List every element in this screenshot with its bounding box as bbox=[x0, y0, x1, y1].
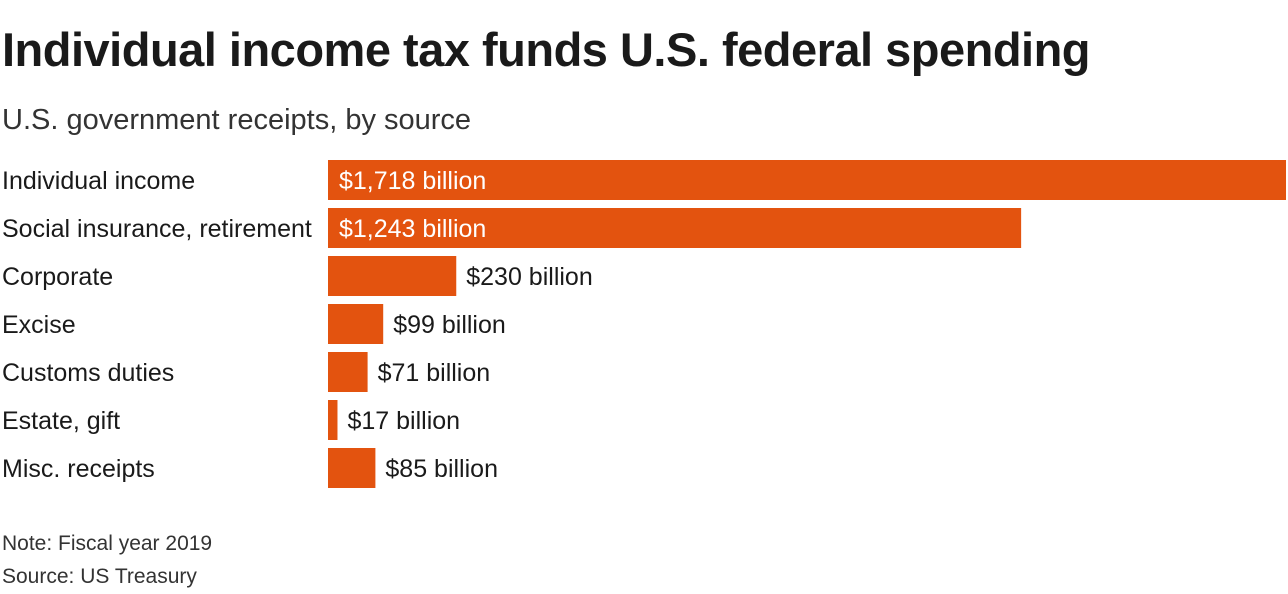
bar bbox=[328, 352, 368, 392]
value-label: $71 billion bbox=[378, 359, 491, 387]
bar-row: Misc. receipts $85 billion bbox=[2, 448, 498, 488]
bar bbox=[328, 448, 376, 488]
chart-subtitle: U.S. government receipts, by source bbox=[2, 104, 472, 136]
value-label: $230 billion bbox=[466, 263, 593, 291]
category-label: Estate, gift bbox=[2, 407, 120, 435]
chart-title: Individual income tax funds U.S. federal… bbox=[2, 23, 1091, 76]
bar bbox=[328, 160, 1286, 200]
bar-row: Corporate $230 billion bbox=[2, 256, 593, 296]
chart-note: Note: Fiscal year 2019 bbox=[2, 532, 213, 555]
bar-row: Customs duties $71 billion bbox=[2, 352, 490, 392]
category-label: Individual income bbox=[2, 167, 195, 195]
category-label: Corporate bbox=[2, 263, 113, 291]
chart-source: Source: US Treasury bbox=[2, 565, 197, 588]
bar-row: Social insurance, retirement $1,243 billi… bbox=[2, 208, 1022, 248]
value-label: $1,718 billion bbox=[339, 167, 486, 195]
bar bbox=[328, 256, 457, 296]
bar-row: Estate, gift $17 billion bbox=[2, 400, 460, 440]
value-label: $1,243 billion bbox=[339, 215, 486, 243]
category-label: Excise bbox=[2, 311, 76, 339]
category-label: Misc. receipts bbox=[2, 455, 155, 483]
bar bbox=[328, 208, 1022, 248]
value-label: $85 billion bbox=[385, 455, 498, 483]
bar bbox=[328, 400, 338, 440]
category-label: Customs duties bbox=[2, 359, 174, 387]
value-label: $17 billion bbox=[347, 407, 460, 435]
bar-row: Individual income $1,718 billion bbox=[2, 160, 1286, 200]
bar bbox=[328, 304, 384, 344]
value-label: $99 billion bbox=[393, 311, 506, 339]
category-label: Social insurance, retirement bbox=[2, 215, 312, 243]
bar-row: Excise $99 billion bbox=[2, 304, 506, 344]
